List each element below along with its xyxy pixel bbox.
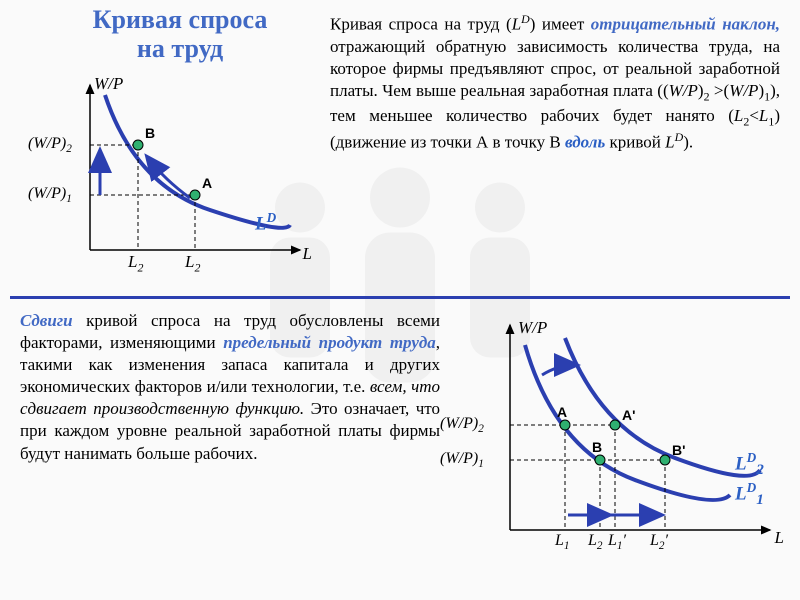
l1p-label-2: L1′ [608, 532, 626, 552]
paragraph-bottom: Сдвиги кривой спроса на труд обусловлены… [20, 310, 440, 465]
wp1-label-2: (W/P)1 [440, 450, 484, 470]
x-axis-label-2: L [775, 528, 784, 548]
paragraph-top: Кривая спроса на труд (LD) имеет отрицат… [330, 12, 780, 153]
l2b-label: L2 [185, 252, 200, 275]
title-line1: Кривая спроса [93, 5, 268, 34]
x-axis-label: L [303, 244, 312, 264]
slide-title: Кривая спроса на труд [40, 6, 320, 63]
l2-label-2: L2 [588, 532, 603, 552]
label-a2: A [557, 404, 567, 420]
chart-labor-demand-shift: A A' B B' W/P L (W/P)2 (W/P)1 LD2 LD1 L1… [440, 320, 780, 570]
l2a-label: L2 [128, 252, 143, 275]
label-ap2: A' [622, 407, 635, 423]
curve-label-ld: LD [255, 210, 276, 235]
y-axis-label-2: W/P [518, 318, 547, 338]
demand-curve [105, 95, 290, 228]
wp1-label: (W/P)1 [28, 185, 72, 205]
chart-labor-demand-curve: A B W/P L LD (W/P)2 (W/P)1 L2 L2 [30, 80, 310, 280]
point-a [190, 190, 200, 200]
wp2-label: (W/P)2 [28, 135, 72, 155]
point-ap2 [610, 420, 620, 430]
ld2-label: LD2 [735, 450, 764, 479]
shift-arrow-top [542, 365, 575, 375]
label-b2: B [592, 439, 602, 455]
point-bp2 [660, 455, 670, 465]
l1-label-2: L1 [555, 532, 570, 552]
divider-line [10, 296, 790, 299]
point-a2 [560, 420, 570, 430]
label-point-a: A [202, 175, 212, 191]
title-line2: на труд [137, 34, 223, 63]
wp2-label-2: (W/P)2 [440, 415, 484, 435]
label-bp2: B' [672, 442, 685, 458]
y-axis-label: W/P [94, 74, 123, 94]
l2p-label-2: L2′ [650, 532, 668, 552]
label-point-b: B [145, 125, 155, 141]
point-b2 [595, 455, 605, 465]
ld1-label: LD1 [735, 480, 764, 509]
point-b [133, 140, 143, 150]
